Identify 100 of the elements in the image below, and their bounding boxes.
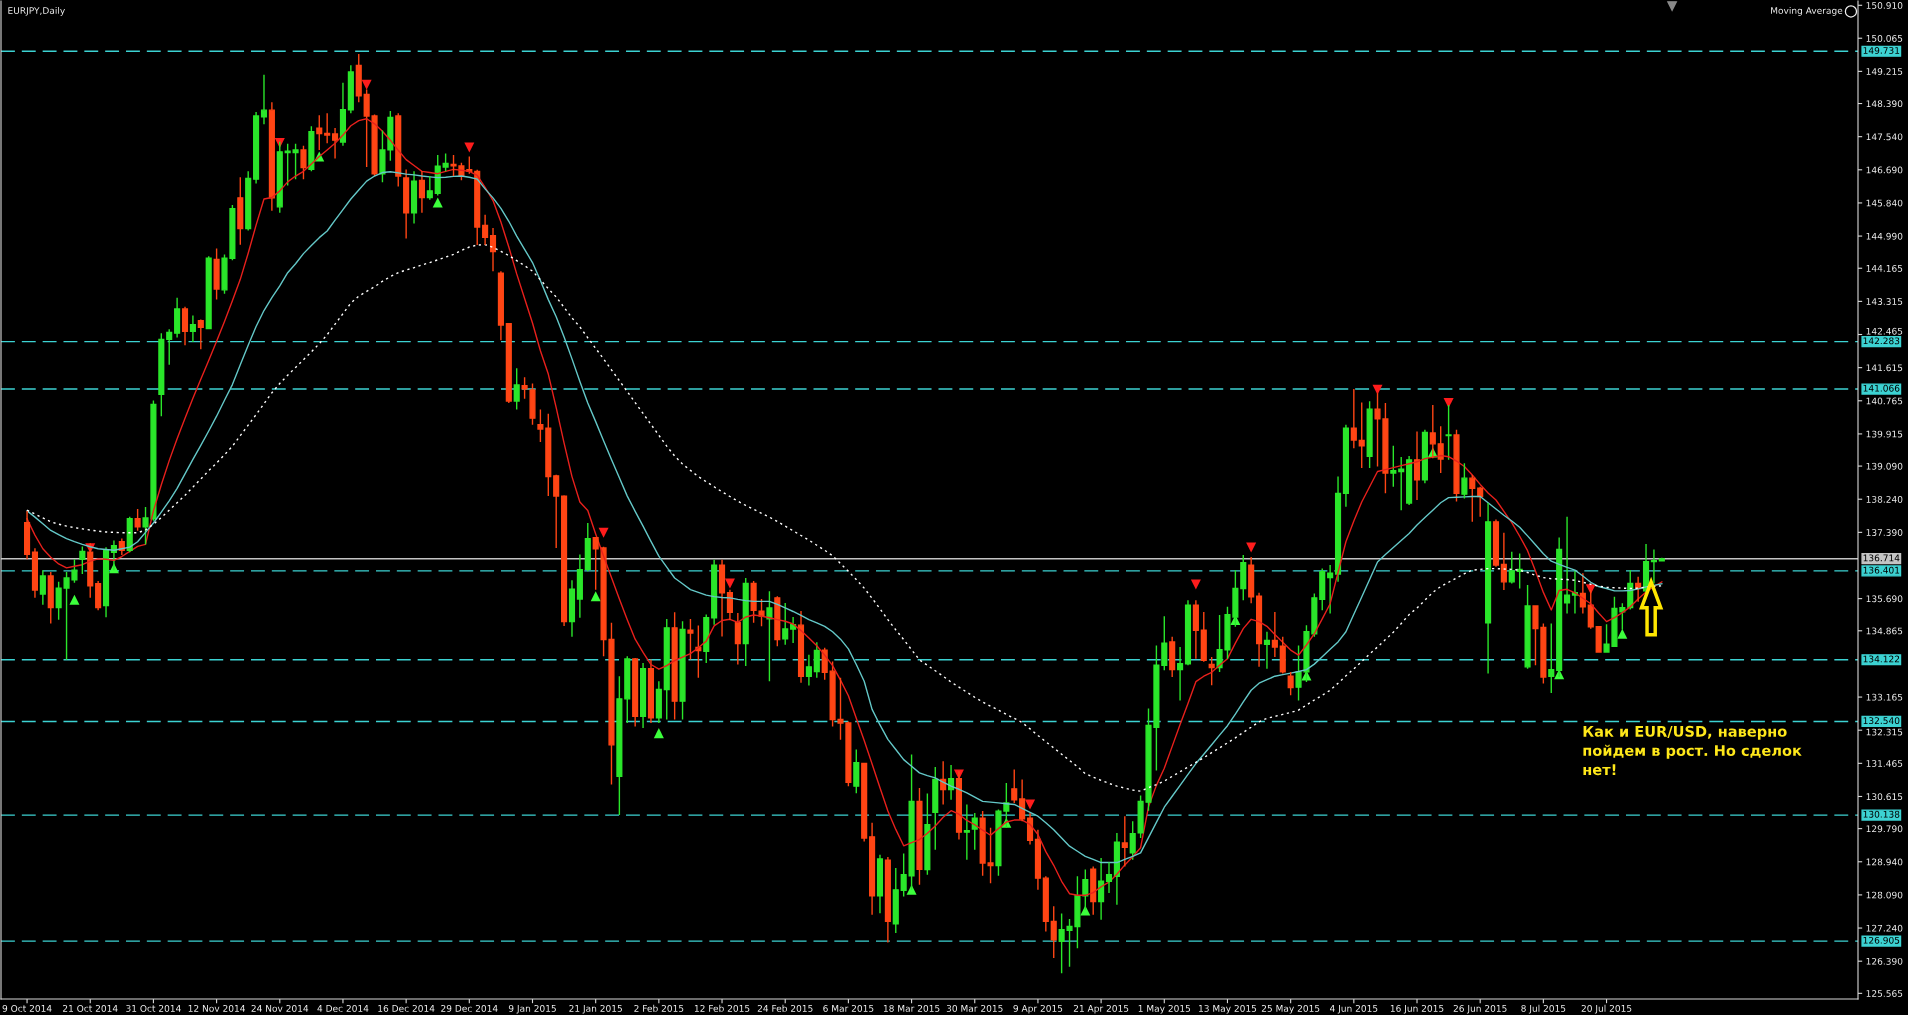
candlestick — [1327, 564, 1334, 615]
y-tick-label: 144.165 — [1866, 264, 1903, 272]
point — [724, 578, 735, 589]
candlestick — [1271, 611, 1278, 658]
candlestick — [1287, 671, 1294, 697]
x-tick-label: 12 Feb 2015 — [694, 1004, 750, 1012]
candlestick — [434, 154, 441, 197]
y-tick-label: 150.910 — [1866, 2, 1903, 9]
candlestick — [1524, 584, 1531, 670]
x-tick-label: 9 Oct 2014 — [2, 1004, 52, 1012]
x-tick-label: 4 Jun 2015 — [1329, 1004, 1378, 1014]
x-tick-label: 21 Jan 2015 — [569, 1004, 622, 1014]
point — [653, 728, 664, 739]
candlestick — [308, 125, 315, 173]
candlestick — [1437, 425, 1444, 474]
candlestick — [482, 213, 489, 246]
point — [1190, 579, 1201, 590]
candlestick — [489, 227, 497, 272]
candlestick — [403, 168, 410, 240]
candlestick — [711, 558, 718, 626]
candlestick — [616, 675, 623, 816]
candlestick — [1011, 768, 1018, 804]
candlestick — [639, 662, 647, 729]
ref-line-label: 132.540 — [1863, 717, 1900, 725]
x-tick-label: 13 May 2015 — [1199, 1004, 1257, 1014]
candlestick — [561, 494, 568, 627]
candlestick — [1042, 875, 1049, 933]
candlestick — [158, 332, 165, 417]
candlestick — [316, 114, 323, 151]
candlestick — [726, 588, 733, 621]
ref-line-label: 130.138 — [1863, 810, 1900, 818]
candlestick — [95, 580, 102, 612]
candlestick — [782, 602, 789, 646]
point — [1246, 542, 1257, 553]
candlestick — [339, 82, 347, 147]
candlestick — [1113, 832, 1120, 906]
candlestick — [395, 112, 402, 188]
y-tick-label: 133.165 — [1866, 693, 1903, 701]
candlestick — [647, 658, 655, 724]
candlestick — [1461, 462, 1468, 500]
candlestick — [537, 408, 544, 443]
point — [1080, 905, 1091, 916]
candlestick — [774, 595, 781, 647]
candlestick — [1390, 445, 1397, 488]
x-tick-label: 21 Oct 2014 — [63, 1004, 118, 1012]
x-tick-label: 8 Jul 2015 — [1521, 1004, 1566, 1014]
ref-line-label: 136.401 — [1863, 566, 1900, 574]
candlestick — [813, 641, 820, 679]
x-tick-label: 2 Feb 2015 — [634, 1004, 684, 1012]
y-tick-label: 139.090 — [1866, 462, 1903, 470]
ref-line-label: 141.066 — [1863, 384, 1900, 392]
candlestick — [292, 142, 299, 180]
candlestick — [884, 856, 891, 944]
ref-line-label: 142.283 — [1863, 337, 1900, 345]
candlestick — [253, 111, 260, 185]
candlestick — [1121, 815, 1128, 868]
candlestick — [1026, 812, 1034, 846]
point — [1443, 397, 1454, 408]
candlestick — [1453, 429, 1460, 503]
candlestick — [869, 822, 876, 916]
y-tick-label: 143.315 — [1866, 298, 1903, 305]
candlestick — [805, 654, 812, 687]
candlestick — [31, 547, 39, 599]
candlestick — [268, 101, 275, 212]
candlestick — [1421, 429, 1428, 484]
point — [1372, 384, 1383, 395]
candlestick — [876, 854, 884, 914]
candlestick — [790, 616, 797, 644]
candlestick — [1508, 551, 1515, 585]
y-tick-label: 127.240 — [1866, 924, 1903, 932]
y-tick-label: 132.315 — [1866, 728, 1903, 736]
point — [590, 591, 601, 602]
candlestick — [1642, 543, 1650, 593]
text: Moving Average — [1771, 6, 1843, 16]
y-tick-label: 131.465 — [1866, 760, 1903, 767]
candlestick — [1406, 455, 1413, 506]
candlestick — [655, 680, 662, 724]
candlestick — [181, 305, 189, 346]
candlestick — [853, 748, 860, 794]
candlestick — [1571, 569, 1579, 615]
candlestick — [1184, 599, 1192, 666]
candlestick — [1034, 829, 1041, 891]
x-tick-label: 25 May 2015 — [1261, 1004, 1320, 1014]
candlestick — [568, 579, 576, 638]
y-tick-label: 150.065 — [1866, 34, 1903, 42]
candlestick — [1200, 611, 1207, 663]
y-tick-label: 146.690 — [1866, 166, 1903, 174]
ref-line-label: 149.731 — [1863, 47, 1900, 54]
point — [598, 527, 609, 538]
candlestick — [1019, 778, 1026, 822]
candlestick — [766, 590, 773, 682]
candlestick — [718, 558, 726, 638]
candlestick — [166, 328, 173, 366]
candlestick — [632, 657, 639, 728]
candlestick — [971, 812, 978, 851]
candlestick — [797, 610, 805, 684]
candlestick — [821, 647, 828, 681]
y-tick-label: 125.565 — [1866, 990, 1903, 997]
candlestick — [1248, 556, 1255, 605]
candlestick — [466, 155, 473, 175]
